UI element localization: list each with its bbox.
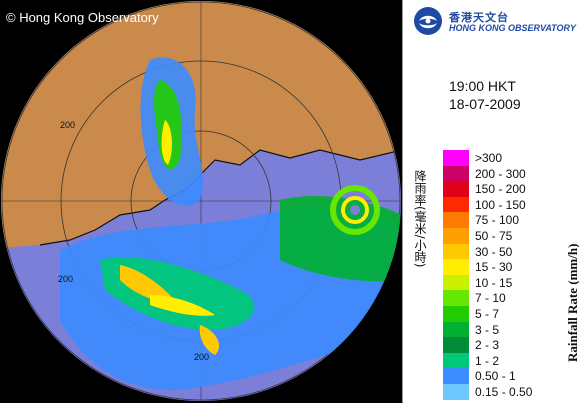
legend-color-swatch [443,274,469,291]
legend-row: 7 - 10 [443,290,573,306]
legend-row: >300 [443,150,573,166]
legend-color-swatch [443,321,469,338]
legend-row: 15 - 30 [443,259,573,275]
typhoon-spiral-inner [341,196,369,224]
typhoon-eye [350,205,360,215]
logo-english-name: HONG KONG OBSERVATORY [449,23,576,33]
legend-range-label: 0.50 - 1 [475,369,516,384]
legend-row: 2 - 3 [443,337,573,353]
rain-cell-south-heavy-1 [120,265,175,302]
radar-map-graphic [0,0,402,403]
legend-range-label: 3 - 5 [475,322,500,337]
legend-row: 0.50 - 1 [443,368,573,384]
legend-color-swatch [443,196,469,213]
legend-color-swatch [443,150,469,166]
observation-time: 19:00 HKT [449,78,516,94]
legend-color-swatch [443,383,469,400]
legend-color-swatch [443,227,469,244]
observatory-emblem-icon [414,7,442,35]
range-label-north-west: 200 [60,120,76,130]
legend-row: 200 - 300 [443,165,573,182]
legend-row: 50 - 75 [443,227,573,244]
rain-cell-south-heavy-2 [150,295,215,316]
legend-range-label: >300 [475,151,503,165]
observation-date: 18-07-2009 [449,96,521,112]
range-label-west: 200 [58,274,74,284]
legend-color-swatch [443,290,469,306]
legend-color-swatch [443,352,469,369]
legend-range-label: 10 - 15 [475,275,513,290]
legend-range-label: 0.15 - 0.50 [475,384,533,399]
legend-range-label: 30 - 50 [475,244,513,259]
legend-color-swatch [443,212,469,228]
legend-row: 75 - 100 [443,212,573,228]
copyright-text: © Hong Kong Observatory [6,10,159,25]
legend-color-swatch [443,337,469,353]
rain-cell-south-heavy-3 [199,325,220,355]
legend-range-label: 15 - 30 [475,260,513,275]
legend-range-label: 200 - 300 [475,166,526,181]
legend-title-english: Rainfall Rate (mm/h) [565,243,579,362]
legend-color-swatch [443,368,469,384]
legend-title-chinese: 降雨率(毫米/小時) [413,170,427,268]
legend-range-label: 75 - 100 [475,213,520,228]
legend-color-swatch [443,165,469,182]
legend-range-label: 150 - 200 [475,182,526,197]
legend-range-label: 50 - 75 [475,228,513,243]
rainfall-legend: >300 200 - 300 150 - 200 100 - 150 75 - 100 5… [443,150,573,400]
legend-row: 150 - 200 [443,181,573,197]
legend-color-swatch [443,181,469,197]
legend-range-label: 7 - 10 [475,291,506,306]
legend-row: 5 - 7 [443,305,573,322]
legend-panel: 香港天文台 HONG KONG OBSERVATORY 19:00 HKT 18… [402,0,579,403]
legend-range-label: 2 - 3 [475,338,500,353]
logo-chinese-name: 香港天文台 [449,11,509,24]
legend-row: 0.15 - 0.50 [443,383,573,400]
legend-range-label: 5 - 7 [475,306,500,321]
rain-band-east [280,196,401,282]
radar-map: © Hong Kong Observatory 200 200 200 [0,0,402,403]
legend-row: 100 - 150 [443,196,573,213]
rain-cell-north-heavy [161,120,172,165]
legend-row: 3 - 5 [443,321,573,338]
legend-color-swatch [443,305,469,322]
legend-row: 10 - 15 [443,274,573,291]
range-label-south: 200 [194,352,210,362]
legend-color-swatch [443,259,469,275]
legend-row: 1 - 2 [443,352,573,369]
legend-range-label: 100 - 150 [475,197,526,212]
legend-color-swatch [443,243,469,260]
typhoon-spiral-outer [330,185,380,235]
observatory-logo: 香港天文台 HONG KONG OBSERVATORY [413,6,576,36]
legend-range-label: 1 - 2 [475,353,500,368]
legend-row: 30 - 50 [443,243,573,260]
